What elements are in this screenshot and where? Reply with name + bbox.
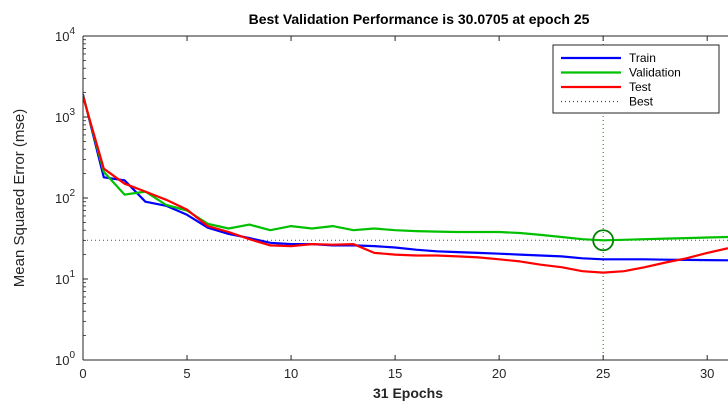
y-tick-label-base: 10 — [55, 29, 69, 44]
y-tick-label: 101 — [55, 269, 75, 287]
legend-label-best: Best — [629, 95, 654, 109]
x-tick-label: 20 — [492, 366, 506, 381]
legend-box — [552, 44, 720, 114]
series-line-test — [83, 95, 728, 274]
y-tick-label-base: 10 — [55, 272, 69, 287]
chart-title: Best Validation Performance is 30.0705 a… — [249, 11, 590, 27]
y-tick-label-base: 10 — [55, 353, 69, 368]
x-tick-label: 0 — [79, 366, 86, 381]
x-tick-label: 15 — [388, 366, 402, 381]
y-tick-label-base: 10 — [55, 110, 69, 125]
x-tick-label: 5 — [183, 366, 190, 381]
legend-label-test: Test — [629, 80, 652, 94]
x-tick-label: 30 — [700, 366, 714, 381]
y-tick-label-exponent: 4 — [69, 26, 75, 37]
plot-layer — [83, 36, 728, 360]
x-tick-label: 25 — [596, 366, 610, 381]
legend-label-validation: Validation — [629, 66, 681, 80]
x-tick-label: 10 — [284, 366, 298, 381]
y-tick-label: 103 — [55, 107, 75, 125]
y-tick-label-exponent: 3 — [69, 107, 75, 118]
best-point-marker — [592, 229, 615, 252]
legend-label-train: Train — [629, 51, 656, 65]
series-line-train — [83, 94, 728, 262]
y-tick-label: 102 — [55, 188, 75, 206]
y-tick-label-base: 10 — [55, 191, 69, 206]
y-tick-label: 104 — [55, 26, 75, 44]
x-axis-label: 31 Epochs — [373, 385, 443, 401]
y-tick-label-exponent: 2 — [69, 188, 75, 199]
y-axis-label: Mean Squared Error (mse) — [11, 109, 28, 287]
y-tick-label: 100 — [55, 350, 75, 368]
y-tick-label-exponent: 0 — [69, 350, 75, 361]
y-tick-label-exponent: 1 — [69, 269, 75, 280]
plot-inner — [83, 36, 728, 360]
